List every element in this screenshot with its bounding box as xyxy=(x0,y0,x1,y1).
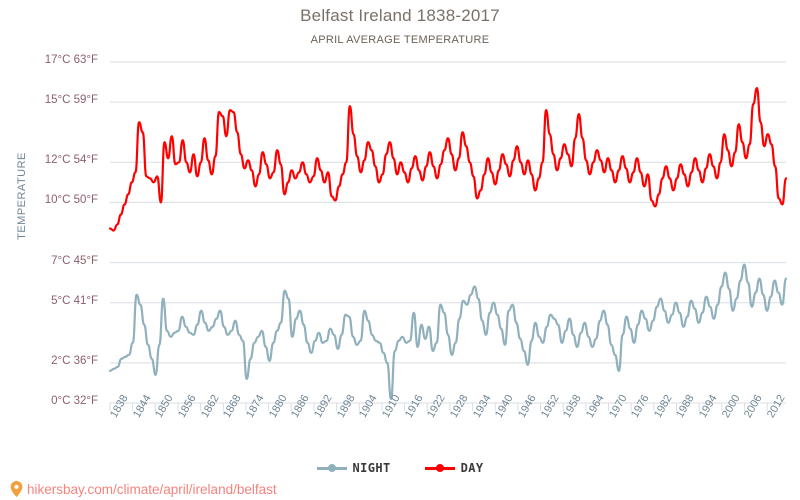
y-axis-tick-label: 17°C 63°F xyxy=(44,54,98,66)
legend-label-day: DAY xyxy=(460,461,484,475)
legend-label-night: NIGHT xyxy=(352,461,391,475)
y-axis-ticks: 17°C 63°F 15°C 59°F 12°C 54°F 10°C 50°F 7°C … xyxy=(12,0,98,420)
y-axis-tick-label: 15°C 59°F xyxy=(44,94,98,107)
y-axis-tick-label: 12°C 54°F xyxy=(44,154,98,167)
chart-subtitle: APRIL AVERAGE TEMPERATURE xyxy=(310,34,490,46)
source-footer[interactable]: hikersbay.com/climate/april/ireland/belf… xyxy=(10,481,277,497)
day-line-swatch-icon xyxy=(424,462,455,474)
y-axis-tick-label: 2°C 36°F xyxy=(51,354,98,367)
source-url: hikersbay.com/climate/april/ireland/belf… xyxy=(27,481,277,497)
series-line-day xyxy=(108,86,788,232)
series-line-night xyxy=(108,263,788,401)
y-axis-tick-label: 10°C 50°F xyxy=(44,194,98,207)
legend-item-night[interactable]: NIGHT xyxy=(316,461,391,475)
location-pin-icon xyxy=(10,481,23,497)
legend-item-day[interactable]: DAY xyxy=(424,461,484,475)
chart-legend: NIGHT DAY xyxy=(0,461,800,475)
y-axis-tick-label: 7°C 45°F xyxy=(51,254,98,267)
y-axis-tick-label: 5°C 41°F xyxy=(51,294,98,307)
y-axis-tick-label: 0°C 32°F xyxy=(51,395,98,407)
night-line-swatch-icon xyxy=(316,462,347,474)
page-title: Belfast Ireland 1838-2017 xyxy=(300,6,500,25)
